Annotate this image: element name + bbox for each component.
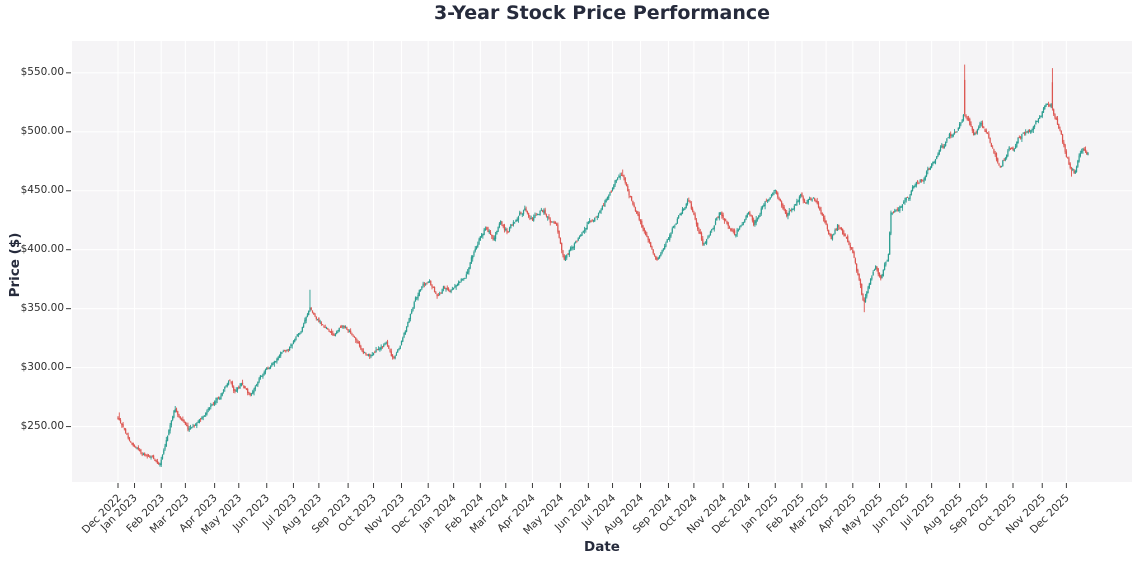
y-tick-label: $350.00 [20, 302, 64, 315]
y-tick-label: $450.00 [20, 184, 64, 197]
y-tick-label: $550.00 [20, 66, 64, 79]
y-tick-label: $250.00 [20, 420, 64, 433]
y-tick-label: $400.00 [20, 243, 64, 256]
chart-title: 3-Year Stock Price Performance [433, 2, 771, 24]
y-tick-label: $500.00 [20, 125, 64, 138]
x-axis-title: Date [584, 539, 620, 555]
y-tick-label: $300.00 [20, 361, 64, 374]
